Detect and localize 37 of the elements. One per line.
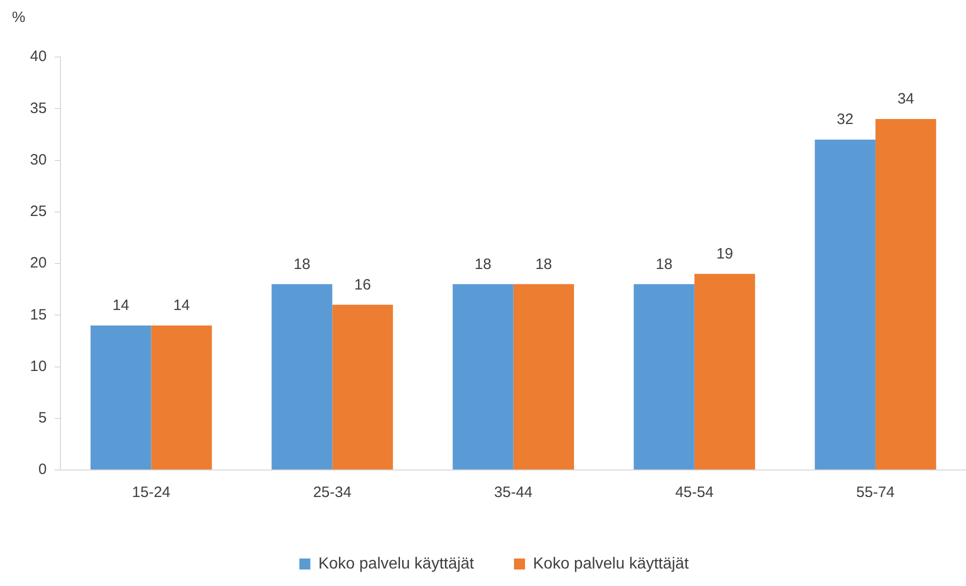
bar xyxy=(814,140,876,470)
y-tick-label: 15 xyxy=(30,306,47,324)
bar xyxy=(452,284,514,470)
x-tick-label: 45-54 xyxy=(675,484,714,502)
data-label: 18 xyxy=(474,256,492,273)
data-label: 18 xyxy=(294,256,310,273)
data-label: 14 xyxy=(173,297,190,314)
bar xyxy=(90,325,152,470)
y-tick-label: 30 xyxy=(30,151,47,168)
x-tick-label: 25-34 xyxy=(313,484,352,502)
y-tick-label: 5 xyxy=(38,410,47,427)
y-tick-label: 25 xyxy=(30,203,47,220)
bar xyxy=(513,284,574,470)
data-label: 14 xyxy=(112,297,130,314)
data-label: 18 xyxy=(535,256,552,273)
x-tick-label: 15-24 xyxy=(132,484,170,502)
y-tick-label: 20 xyxy=(30,254,47,272)
y-tick-label: 10 xyxy=(30,358,47,375)
bar xyxy=(272,284,332,470)
data-label: 18 xyxy=(656,256,672,273)
legend-label: Koko palvelu käyttäjät xyxy=(318,555,475,572)
y-tick-label: 35 xyxy=(30,100,47,117)
x-tick-label: 35-44 xyxy=(494,484,533,502)
bar xyxy=(634,284,694,470)
bar xyxy=(332,304,393,470)
y-axis-title: % xyxy=(12,9,26,26)
bar xyxy=(151,325,212,470)
data-label: 19 xyxy=(716,245,734,262)
legend-label: Koko palvelu käyttäjät xyxy=(533,555,690,572)
data-label: 16 xyxy=(354,276,371,294)
bar xyxy=(875,118,936,470)
x-tick-label: 55-74 xyxy=(856,484,895,502)
y-tick-label: 0 xyxy=(38,461,47,478)
y-tick-label: 40 xyxy=(30,48,47,66)
bar xyxy=(694,274,756,470)
data-label: 32 xyxy=(836,111,854,128)
data-label: 34 xyxy=(897,90,914,108)
